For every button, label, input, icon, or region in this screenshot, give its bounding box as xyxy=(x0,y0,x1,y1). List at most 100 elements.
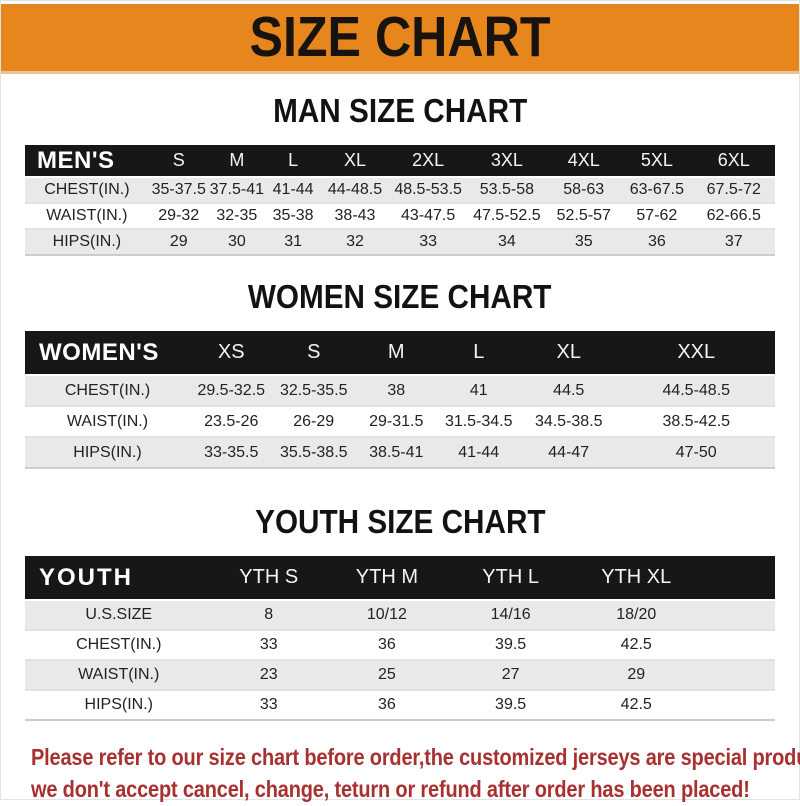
value-cell: 26-29 xyxy=(293,412,335,430)
row-label: U.S.SIZE xyxy=(85,606,153,623)
value-cell: 34 xyxy=(497,233,516,250)
row-label: HIPS(IN.) xyxy=(52,233,122,250)
row-label: CHEST(IN.) xyxy=(64,381,151,399)
value-cell: 33 xyxy=(259,636,278,653)
measurement-row: HIPS(IN.) 33-35.5 35.5-38.5 38.5-41 41-44 44-… xyxy=(25,437,775,468)
youth-size-table: YOUTH YTH S YTH M YTH L YTH XL U.S.SIZE 8 10/12… xyxy=(25,556,775,721)
size-column-header: M xyxy=(208,145,265,178)
value-cell: 29 xyxy=(169,233,188,250)
size-column-header: 5XL xyxy=(621,145,693,178)
size-column-header: M xyxy=(355,331,438,376)
youth-section-heading: YOUTH SIZE CHART xyxy=(1,505,799,540)
men-size-table: MEN'S S M L XL 2XL 3XL 4XL 5XL 6XL CHEST(IN.) 35-37… xyxy=(25,145,775,256)
value-cell: 35-38 xyxy=(272,207,314,224)
value-cell: 33 xyxy=(419,233,438,250)
value-cell: 48.5-53.5 xyxy=(394,181,462,198)
value-cell: 29-31.5 xyxy=(369,412,424,430)
measurement-row: HIPS(IN.) 33 36 39.5 42.5 xyxy=(25,690,775,720)
size-column-header: 3XL xyxy=(467,145,547,178)
page-title: SIZE CHART xyxy=(249,5,551,69)
measurement-row: HIPS(IN.) 29 30 31 32 33 34 35 36 37 xyxy=(25,229,775,255)
value-cell: 41 xyxy=(469,381,488,399)
youth-section-heading-text: YOUTH SIZE CHART xyxy=(254,503,546,540)
value-cell: 29-32 xyxy=(158,207,200,224)
value-cell: 35.5-38.5 xyxy=(279,443,348,461)
measurement-row: CHEST(IN.) 33 36 39.5 42.5 xyxy=(25,630,775,660)
women-section-heading-text: WOMEN SIZE CHART xyxy=(248,278,552,315)
value-cell: 30 xyxy=(227,233,246,250)
value-cell: 27 xyxy=(501,666,520,683)
size-column-header: 4XL xyxy=(546,145,622,178)
value-cell: 29 xyxy=(627,666,646,683)
spacer-cell xyxy=(700,600,775,630)
value-cell: 32 xyxy=(346,233,364,250)
men-section-heading-text: MAN SIZE CHART xyxy=(272,92,528,129)
value-cell: 52.5-57 xyxy=(556,207,611,224)
value-cell: 39.5 xyxy=(495,696,527,713)
value-cell: 43-47.5 xyxy=(400,207,456,224)
header-spacer-cell xyxy=(700,556,775,601)
value-cell: 36 xyxy=(647,233,666,250)
value-cell: 35-37.5 xyxy=(151,181,206,198)
row-label: WAIST(IN.) xyxy=(78,666,160,683)
size-column-header: 6XL xyxy=(692,145,775,178)
size-column-header: YTH L xyxy=(448,556,573,601)
value-cell: 36 xyxy=(377,696,396,713)
row-label: CHEST(IN.) xyxy=(44,181,130,198)
value-cell: 34.5-38.5 xyxy=(534,412,603,430)
size-column-header: S xyxy=(272,331,355,376)
value-cell: 63-67.5 xyxy=(629,181,684,198)
value-cell: 32.5-35.5 xyxy=(279,381,348,399)
size-column-header: S xyxy=(148,145,209,178)
women-section-heading: WOMEN SIZE CHART xyxy=(1,280,799,315)
value-cell: 35 xyxy=(574,233,593,250)
value-cell: 42.5 xyxy=(620,636,652,653)
women-table-title: WOMEN'S xyxy=(25,331,190,376)
measurement-row: CHEST(IN.) 35-37.5 37.5-41 41-44 44-48.5 48.5… xyxy=(25,177,775,203)
size-column-header: YTH XL xyxy=(572,556,700,601)
measurement-row: WAIST(IN.) 29-32 32-35 35-38 38-43 43-47.5 47.… xyxy=(25,203,775,229)
disclaimer: Please refer to our size chart before or… xyxy=(31,741,800,806)
value-cell: 33-35.5 xyxy=(204,443,259,461)
value-cell: 23 xyxy=(259,666,278,683)
value-cell: 8 xyxy=(264,606,274,623)
disclaimer-line-1: Please refer to our size chart before or… xyxy=(31,744,800,770)
value-cell: 58-63 xyxy=(563,181,605,198)
disclaimer-line-2: we don't accept cancel, change, teturn o… xyxy=(31,776,750,803)
row-label: WAIST(IN.) xyxy=(66,412,149,430)
size-column-header: L xyxy=(265,145,322,178)
row-label: HIPS(IN.) xyxy=(73,443,142,461)
value-cell: 41-44 xyxy=(272,181,314,198)
youth-table-title: YOUTH xyxy=(25,556,213,601)
size-column-header: XL xyxy=(520,331,618,376)
value-cell: 67.5-72 xyxy=(706,181,761,198)
men-table-title: MEN'S xyxy=(25,145,149,178)
value-cell: 44.5 xyxy=(553,381,585,399)
size-column-header: L xyxy=(437,331,520,376)
value-cell: 44.5-48.5 xyxy=(662,381,731,399)
value-cell: 47-50 xyxy=(675,443,717,461)
size-column-header: YTH M xyxy=(325,556,449,601)
measurement-row: CHEST(IN.) 29.5-32.5 32.5-35.5 38 41 44.5 44.5… xyxy=(25,375,775,406)
row-label: HIPS(IN.) xyxy=(84,696,153,713)
value-cell: 38.5-42.5 xyxy=(662,412,731,430)
value-cell: 29.5-32.5 xyxy=(197,381,266,399)
value-cell: 18/20 xyxy=(616,606,657,623)
value-cell: 57-62 xyxy=(636,207,678,224)
value-cell: 44-48.5 xyxy=(327,181,383,198)
row-label: CHEST(IN.) xyxy=(76,636,162,653)
value-cell: 38-43 xyxy=(334,207,376,224)
value-cell: 44-47 xyxy=(548,443,590,461)
value-cell: 36 xyxy=(377,636,396,653)
value-cell: 33 xyxy=(259,696,278,713)
measurement-row: WAIST(IN.) 23.5-26 26-29 29-31.5 31.5-34.5 34… xyxy=(25,406,775,437)
men-section-heading: MAN SIZE CHART xyxy=(1,94,799,129)
size-column-header: XXL xyxy=(617,331,775,376)
spacer-cell xyxy=(700,660,775,690)
value-cell: 47.5-52.5 xyxy=(473,207,541,224)
value-cell: 10/12 xyxy=(366,606,407,623)
value-cell: 25 xyxy=(377,666,396,683)
value-cell: 62-66.5 xyxy=(706,207,761,224)
spacer-cell xyxy=(700,630,775,660)
